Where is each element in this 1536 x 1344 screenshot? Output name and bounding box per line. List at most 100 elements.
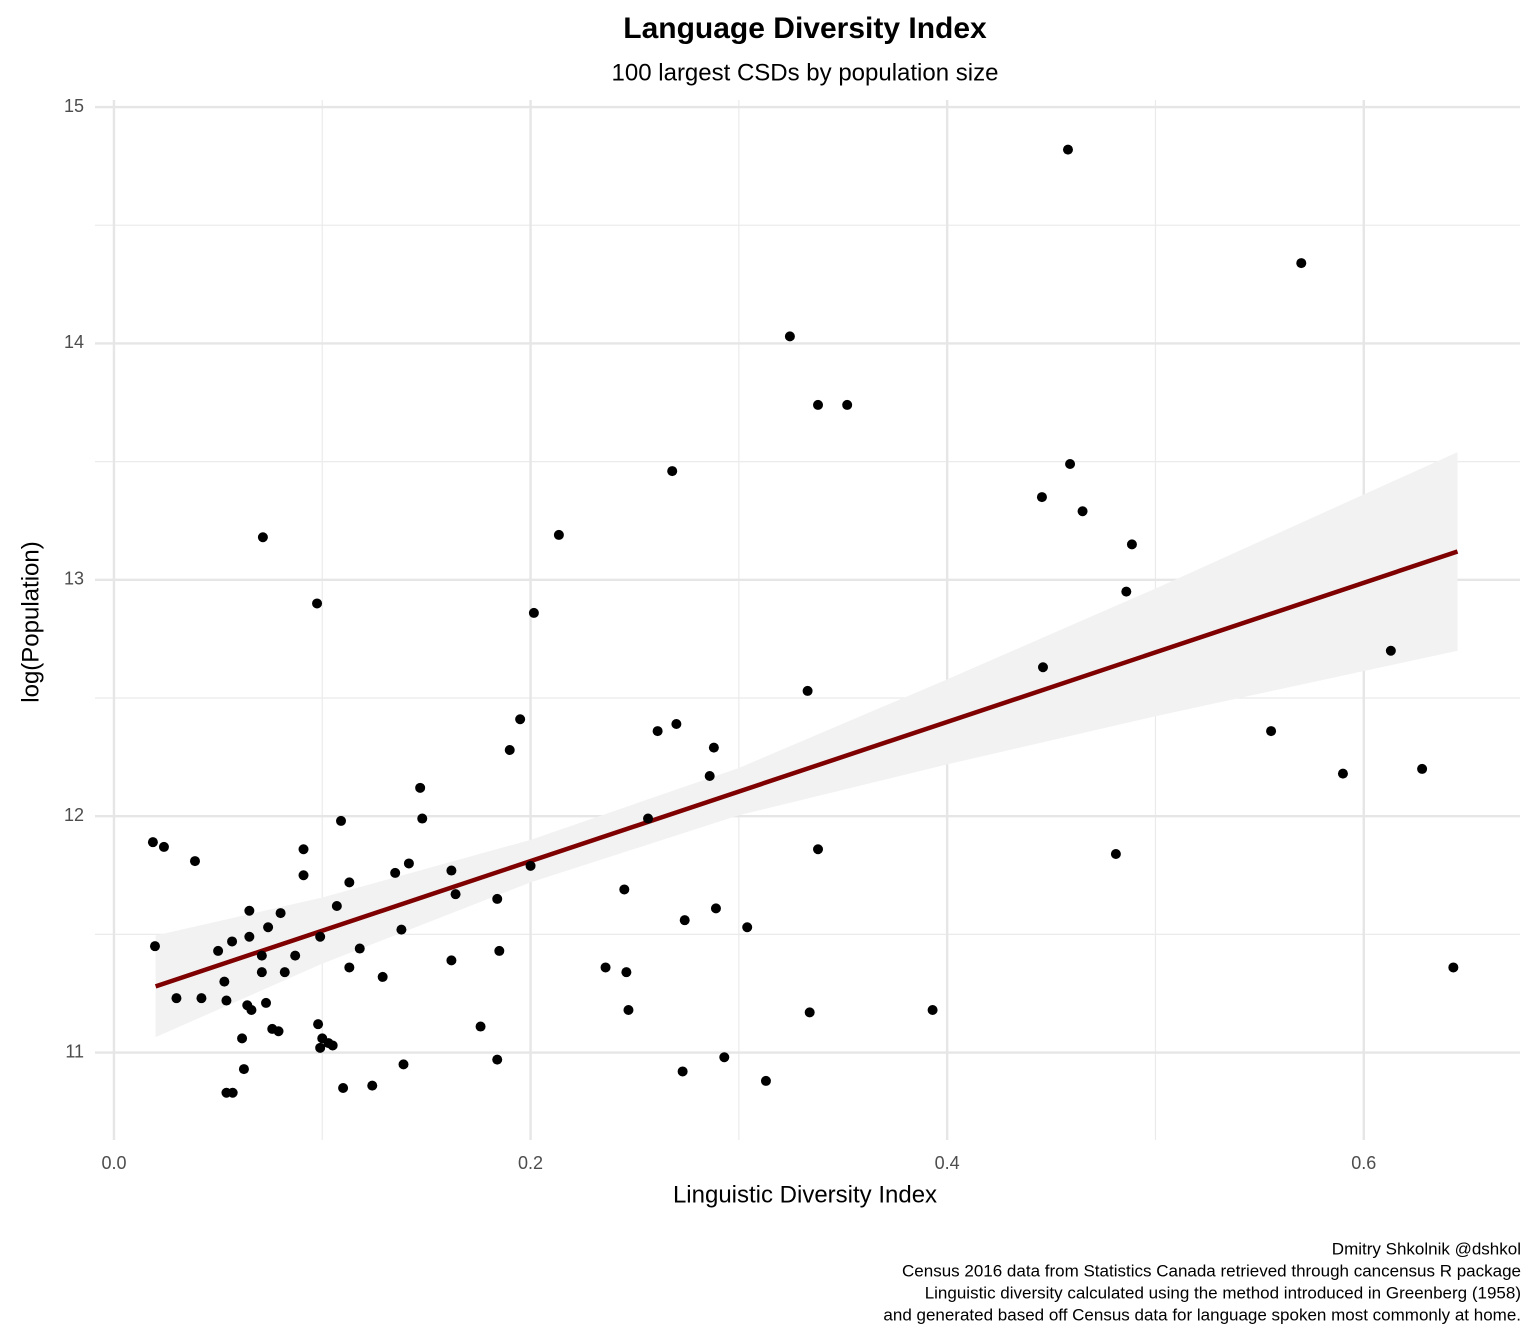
point: [677, 1066, 688, 1077]
y-tick-label: 15: [64, 96, 84, 116]
point: [450, 889, 461, 900]
point: [742, 922, 753, 933]
point: [671, 719, 682, 729]
point: [273, 1026, 284, 1037]
point: [298, 870, 309, 881]
x-tick-label: 0.6: [1351, 1153, 1376, 1173]
point: [244, 931, 255, 942]
caption: Linguistic diversity calculated using th…: [925, 1283, 1521, 1302]
point: [221, 995, 232, 1006]
confidence-band: [155, 452, 1458, 1038]
point: [1062, 144, 1073, 155]
point: [315, 931, 326, 942]
point: [643, 813, 654, 824]
point: [312, 598, 323, 609]
point: [1110, 849, 1121, 859]
point: [515, 714, 526, 725]
point: [719, 1052, 730, 1063]
y-axis-title: log(Population): [17, 541, 44, 702]
point: [528, 607, 539, 618]
point: [446, 955, 457, 966]
point: [367, 1080, 378, 1091]
y-tick-label: 12: [64, 805, 84, 825]
caption: Census 2016 data from Statistics Canada …: [902, 1261, 1521, 1280]
y-tick-label: 13: [64, 569, 84, 589]
point: [149, 941, 160, 952]
point: [147, 837, 158, 848]
x-tick-label: 0.2: [518, 1153, 543, 1173]
point: [600, 962, 611, 973]
point: [238, 1064, 249, 1075]
point: [189, 856, 200, 867]
point: [1385, 645, 1396, 656]
point: [1077, 506, 1088, 517]
point: [256, 950, 267, 961]
point: [221, 1087, 232, 1098]
point: [263, 922, 274, 933]
point: [1337, 768, 1348, 779]
x-tick-label: 0.4: [935, 1153, 960, 1173]
point: [475, 1021, 486, 1032]
chart-title: Language Diversity Index: [623, 12, 987, 45]
point: [415, 782, 426, 793]
point: [621, 967, 632, 978]
point: [298, 844, 309, 855]
point: [553, 529, 564, 540]
point: [1126, 539, 1137, 550]
point: [494, 945, 505, 956]
point: [1065, 459, 1076, 469]
point: [196, 993, 207, 1004]
point: [1448, 962, 1459, 973]
point: [1266, 726, 1277, 737]
caption: and generated based off Census data for …: [883, 1305, 1521, 1324]
point: [804, 1007, 815, 1018]
chart-subtitle: 100 largest CSDs by population size: [612, 59, 999, 86]
point: [492, 1054, 503, 1065]
point: [213, 945, 224, 956]
point: [275, 908, 286, 919]
point: [256, 967, 267, 978]
point: [331, 901, 342, 911]
point: [760, 1075, 771, 1086]
point: [246, 1005, 257, 1015]
point: [813, 399, 824, 410]
point: [313, 1019, 324, 1030]
point: [327, 1040, 338, 1051]
trend-line: [154, 549, 1459, 989]
point: [446, 865, 457, 876]
point: [619, 884, 630, 895]
point: [344, 962, 355, 973]
point: [813, 844, 824, 855]
point: [398, 1059, 409, 1070]
point: [417, 813, 428, 824]
point: [802, 685, 813, 696]
point: [344, 877, 355, 888]
point: [279, 967, 290, 978]
point: [504, 745, 515, 755]
point: [1036, 492, 1047, 503]
caption: Dmitry Shkolnik @dshkol: [1332, 1239, 1521, 1258]
point: [525, 860, 536, 871]
point: [390, 867, 401, 878]
point: [1121, 586, 1132, 597]
point: [354, 943, 365, 954]
point: [219, 976, 230, 987]
point: [927, 1005, 938, 1015]
point: [1037, 662, 1048, 673]
point: [708, 742, 719, 753]
point: [704, 771, 715, 781]
point: [784, 331, 795, 342]
point: [623, 1005, 634, 1015]
point: [315, 1042, 326, 1053]
point: [244, 905, 255, 916]
point: [237, 1033, 248, 1044]
point: [1417, 763, 1428, 774]
point: [1296, 258, 1307, 269]
point: [261, 997, 272, 1008]
point: [377, 971, 388, 982]
point: [290, 950, 301, 961]
point: [710, 903, 721, 914]
y-tick-label: 11: [65, 1041, 84, 1061]
